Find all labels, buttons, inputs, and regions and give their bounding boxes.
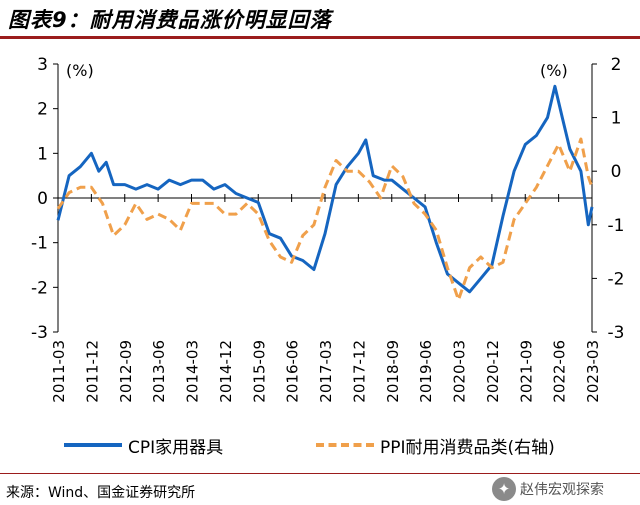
watermark-text: 赵伟宏观探索 xyxy=(520,482,604,498)
left-tick-label: 3 xyxy=(37,55,48,75)
x-tick-label: 2015-09 xyxy=(250,340,268,403)
right-axis-unit: (%) xyxy=(540,61,568,80)
x-tick-label: 2019-06 xyxy=(417,340,435,403)
right-tick-label: -3 xyxy=(608,323,625,343)
x-tick-label: 2017-12 xyxy=(350,340,368,403)
legend-swatch-cpi xyxy=(64,443,122,447)
left-axis-unit: (%) xyxy=(66,61,94,80)
x-tick-label: 2011-03 xyxy=(50,340,68,403)
x-tick-label: 2022-06 xyxy=(551,340,569,403)
footer-divider xyxy=(0,473,640,474)
x-tick-label: 2018-09 xyxy=(384,340,402,403)
left-tick-label: 1 xyxy=(37,144,48,164)
left-tick-label: 0 xyxy=(37,189,48,209)
right-tick-label: 0 xyxy=(611,162,622,182)
x-tick-label: 2023-03 xyxy=(584,340,602,403)
right-tick-label: 1 xyxy=(611,109,622,129)
left-tick-label: -2 xyxy=(31,278,48,298)
x-tick-label: 2020-12 xyxy=(484,340,502,403)
chart-title: 图表9：耐用消费品涨价明显回落 xyxy=(8,8,332,32)
title-divider xyxy=(0,36,640,39)
legend-item-cpi: CPI家用器具 xyxy=(64,434,224,458)
right-tick-label: 2 xyxy=(611,55,622,75)
right-tick-label: -2 xyxy=(608,269,625,289)
legend-label-ppi: PPI耐用消费品类(右轴) xyxy=(380,437,555,458)
series-line-cpi xyxy=(56,84,594,294)
left-tick-label: -3 xyxy=(31,323,48,343)
wechat-icon: ✦ xyxy=(492,477,516,501)
watermark: ✦ 赵伟宏观探索 xyxy=(492,476,604,502)
right-tick-label: -1 xyxy=(608,216,625,236)
legend-label-cpi: CPI家用器具 xyxy=(128,437,224,458)
legend-item-ppi: PPI耐用消费品类(右轴) xyxy=(316,434,555,458)
x-tick-label: 2014-12 xyxy=(217,340,235,403)
x-tick-label: 2017-03 xyxy=(317,340,335,403)
x-tick-label: 2020-03 xyxy=(451,340,469,403)
x-tick-label: 2013-06 xyxy=(150,340,168,403)
x-tick-label: 2014-03 xyxy=(184,340,202,403)
x-tick-label: 2012-09 xyxy=(117,340,135,403)
x-tick-label: 2011-12 xyxy=(83,340,101,403)
left-tick-label: 2 xyxy=(37,100,48,120)
x-tick-label: 2016-06 xyxy=(284,340,302,403)
legend-swatch-ppi xyxy=(316,443,374,447)
x-tick-label: 2021-09 xyxy=(517,340,535,403)
line-chart: 3 2 1 0 -1 -2 -3 2 1 0 -1 -2 -3 (%) (%) 2011-03 2011-12 2… xyxy=(31,55,625,403)
left-tick-label: -1 xyxy=(31,234,48,254)
series-line-ppi xyxy=(56,137,594,302)
source-note: 来源：Wind、国金证券研究所 xyxy=(6,485,196,501)
